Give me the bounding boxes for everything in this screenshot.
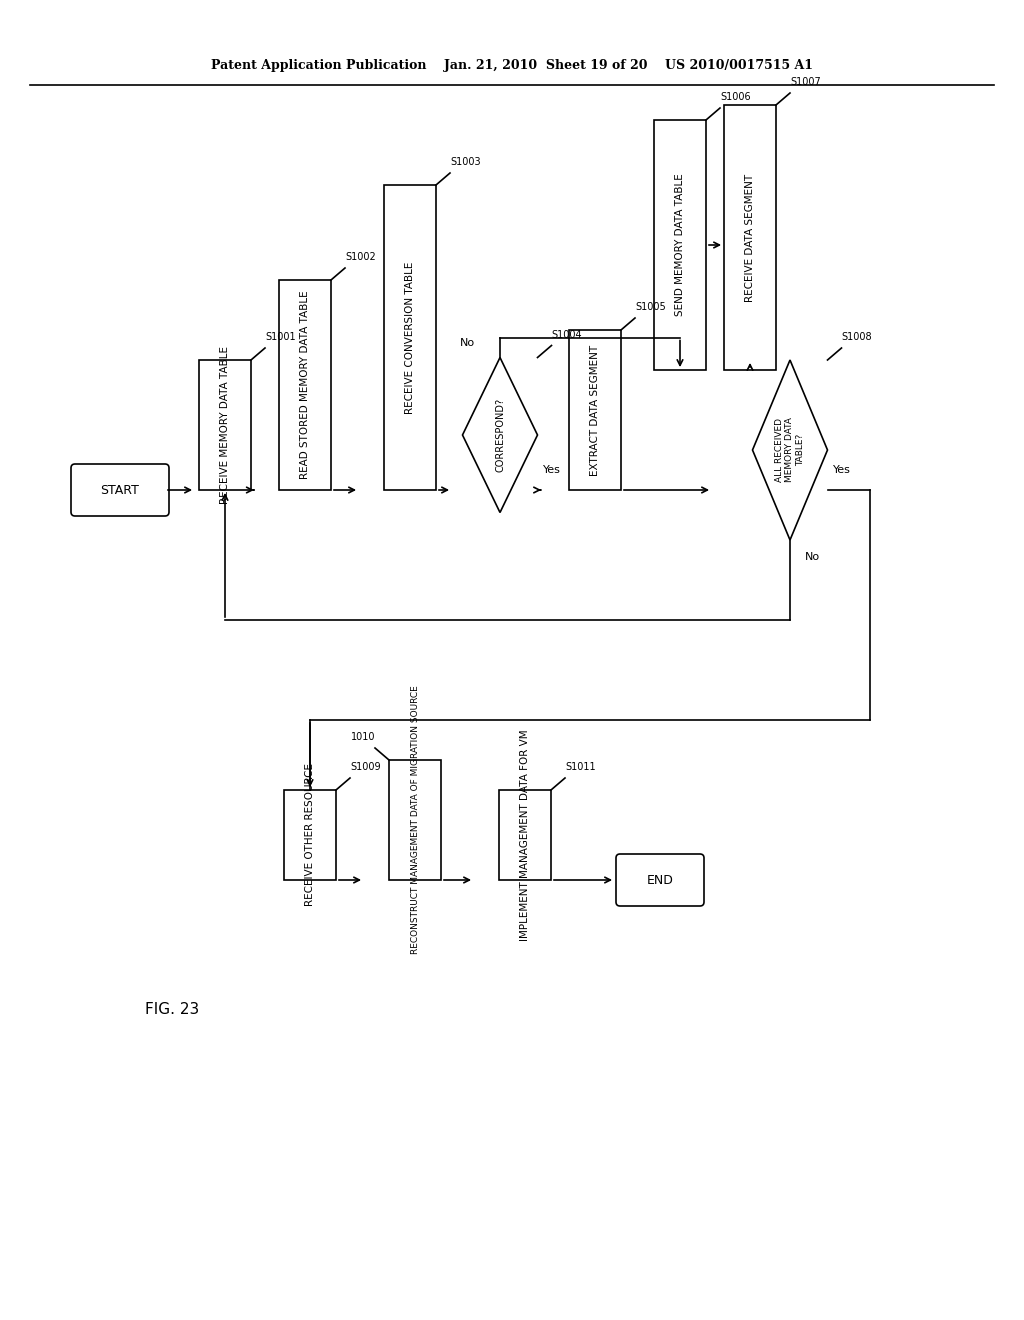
- Text: S1011: S1011: [565, 762, 596, 772]
- Text: No: No: [460, 338, 475, 347]
- Bar: [384, 185, 436, 490]
- Text: S1001: S1001: [265, 333, 296, 342]
- Text: S1006: S1006: [720, 92, 751, 102]
- Text: START: START: [100, 483, 139, 496]
- Text: ALL RECEIVED
MEMORY DATA
TABLE?: ALL RECEIVED MEMORY DATA TABLE?: [775, 417, 805, 482]
- Text: RECEIVE DATA SEGMENT: RECEIVE DATA SEGMENT: [745, 173, 755, 301]
- Text: S1007: S1007: [790, 77, 821, 87]
- Text: CORRESPOND?: CORRESPOND?: [495, 397, 505, 473]
- Bar: [389, 760, 441, 880]
- Text: RECEIVE MEMORY DATA TABLE: RECEIVE MEMORY DATA TABLE: [220, 346, 230, 504]
- Text: FIG. 23: FIG. 23: [145, 1002, 200, 1018]
- Text: READ STORED MEMORY DATA TABLE: READ STORED MEMORY DATA TABLE: [300, 290, 310, 479]
- Text: S1009: S1009: [350, 762, 381, 772]
- Text: EXTRACT DATA SEGMENT: EXTRACT DATA SEGMENT: [590, 345, 600, 475]
- Text: S1005: S1005: [635, 302, 666, 312]
- Text: Yes: Yes: [833, 465, 850, 475]
- Text: S1004: S1004: [552, 330, 582, 339]
- Bar: [279, 280, 331, 490]
- Bar: [569, 330, 621, 490]
- Bar: [499, 789, 551, 880]
- Text: IMPLEMENT MANAGEMENT DATA FOR VM: IMPLEMENT MANAGEMENT DATA FOR VM: [520, 729, 530, 941]
- Text: Yes: Yes: [543, 465, 560, 475]
- Bar: [284, 789, 336, 880]
- Text: S1008: S1008: [842, 333, 872, 342]
- Text: SEND MEMORY DATA TABLE: SEND MEMORY DATA TABLE: [675, 174, 685, 317]
- Text: Patent Application Publication    Jan. 21, 2010  Sheet 19 of 20    US 2010/00175: Patent Application Publication Jan. 21, …: [211, 58, 813, 71]
- Text: S1002: S1002: [345, 252, 376, 261]
- Text: END: END: [646, 874, 674, 887]
- Text: 1010: 1010: [350, 733, 375, 742]
- Text: RECONSTRUCT MANAGEMENT DATA OF MIGRATION SOURCE: RECONSTRUCT MANAGEMENT DATA OF MIGRATION…: [411, 685, 420, 954]
- Text: RECEIVE CONVERSION TABLE: RECEIVE CONVERSION TABLE: [406, 261, 415, 413]
- Text: S1003: S1003: [450, 157, 480, 168]
- Text: RECEIVE OTHER RESOURCE: RECEIVE OTHER RESOURCE: [305, 763, 315, 907]
- Text: No: No: [805, 552, 820, 562]
- Bar: [654, 120, 706, 370]
- Bar: [724, 106, 776, 370]
- Bar: [199, 360, 251, 490]
